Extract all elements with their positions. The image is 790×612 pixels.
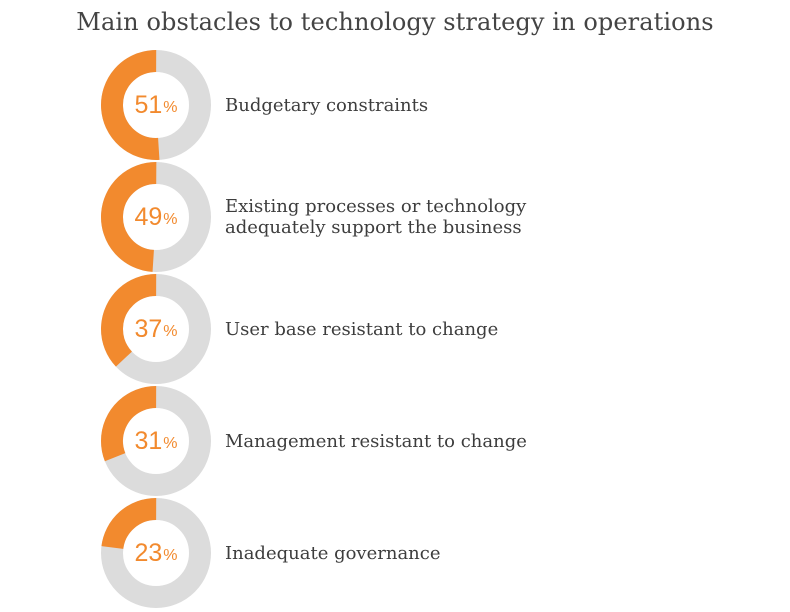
donut-value-arc bbox=[101, 386, 211, 496]
category-label-text: Budgetary constraints bbox=[225, 94, 429, 116]
donut-row: 51% Budgetary constraints bbox=[100, 49, 700, 161]
category-label: User base resistant to change bbox=[225, 273, 645, 385]
category-label: Existing processes or technology adequate… bbox=[225, 161, 645, 273]
donut-svg bbox=[101, 274, 211, 384]
donut-row: 23% Inadequate governance bbox=[100, 497, 700, 609]
donut-svg bbox=[101, 386, 211, 496]
donut-chart: 31% bbox=[100, 385, 212, 497]
category-label-text: Existing processes or technology adequate… bbox=[225, 196, 527, 238]
category-label-text: Inadequate governance bbox=[225, 542, 441, 564]
donut-row: 37% User base resistant to change bbox=[100, 273, 700, 385]
donut-chart: 49% bbox=[100, 161, 212, 273]
donut-value-arc bbox=[101, 162, 211, 272]
donut-chart: 51% bbox=[100, 49, 212, 161]
chart-title: Main obstacles to technology strategy in… bbox=[76, 8, 714, 36]
category-label: Inadequate governance bbox=[225, 497, 645, 609]
donut-chart: 23% bbox=[100, 497, 212, 609]
donut-row: 49% Existing processes or technology adequ… bbox=[100, 161, 700, 273]
category-label: Budgetary constraints bbox=[225, 49, 645, 161]
donut-chart: 37% bbox=[100, 273, 212, 385]
donut-value-arc bbox=[101, 50, 211, 160]
category-label: Management resistant to change bbox=[225, 385, 645, 497]
category-label-text: User base resistant to change bbox=[225, 318, 499, 340]
donut-svg bbox=[101, 162, 211, 272]
donut-svg bbox=[101, 498, 211, 608]
donut-value-arc bbox=[101, 274, 211, 384]
donut-svg bbox=[101, 50, 211, 160]
donut-row: 31% Management resistant to change bbox=[100, 385, 700, 497]
category-label-text: Management resistant to change bbox=[225, 430, 527, 452]
